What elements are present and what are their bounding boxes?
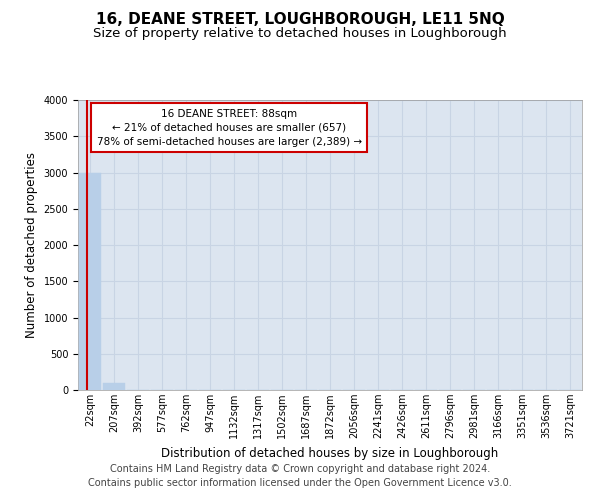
Bar bbox=[79, 172, 101, 390]
Bar bbox=[103, 383, 125, 390]
Text: 16, DEANE STREET, LOUGHBOROUGH, LE11 5NQ: 16, DEANE STREET, LOUGHBOROUGH, LE11 5NQ bbox=[95, 12, 505, 28]
Text: Size of property relative to detached houses in Loughborough: Size of property relative to detached ho… bbox=[93, 28, 507, 40]
X-axis label: Distribution of detached houses by size in Loughborough: Distribution of detached houses by size … bbox=[161, 446, 499, 460]
Text: Contains HM Land Registry data © Crown copyright and database right 2024.
Contai: Contains HM Land Registry data © Crown c… bbox=[88, 464, 512, 487]
Y-axis label: Number of detached properties: Number of detached properties bbox=[25, 152, 38, 338]
Text: 16 DEANE STREET: 88sqm
← 21% of detached houses are smaller (657)
78% of semi-de: 16 DEANE STREET: 88sqm ← 21% of detached… bbox=[97, 108, 362, 146]
